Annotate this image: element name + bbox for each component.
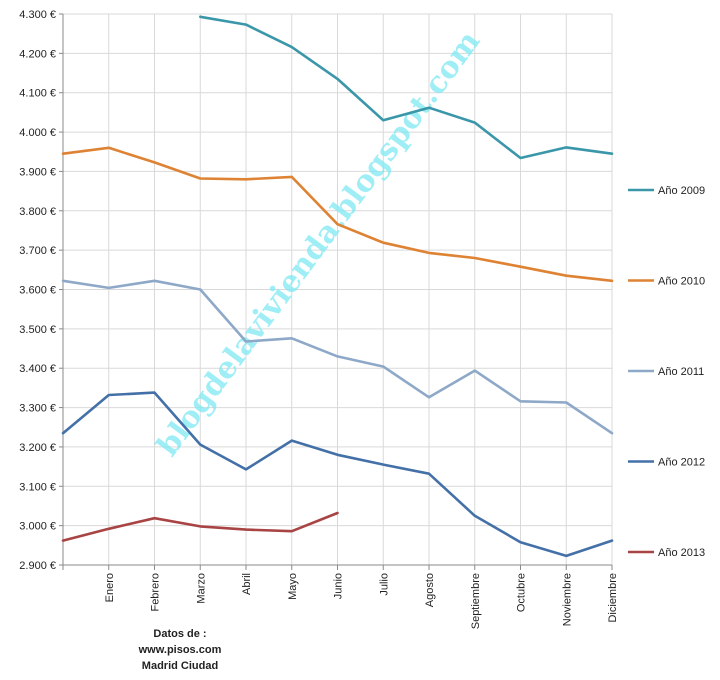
series-lines [61,15,614,558]
y-tick-label: 4.200 € [19,48,56,60]
y-tick-label: 4.300 € [19,9,56,21]
legend-label: Año 2011 [658,366,704,378]
x-tick-label: Noviembre [561,573,573,626]
credit-line-2: www.pisos.com [138,644,222,656]
data-source-credit: Datos de : www.pisos.com Madrid Ciudad [120,626,240,674]
legend-label: Año 2012 [658,457,705,469]
x-tick-label: Agosto [424,573,436,607]
credit-line-1: Datos de : [153,628,207,640]
y-tick-label: 4.000 € [19,127,56,139]
y-tick-label: 3.100 € [19,481,56,493]
gridlines [63,13,613,565]
series-line-año-2013 [61,511,339,542]
legend: Año 2009 Año 2010 Año 2011 Año 2012 Año 2013 [628,185,705,559]
series-line-año-2012 [61,391,614,558]
y-tick-label: 2.900 € [19,560,56,572]
y-tick-label: 3.800 € [19,206,56,218]
x-tick-label: Octubre [516,573,528,612]
legend-label: Año 2013 [658,547,705,559]
credit-line-3: Madrid Ciudad [141,660,219,672]
y-tick-label: 3.700 € [19,245,56,257]
legend-label: Año 2009 [658,185,705,197]
watermark-text: blogdelavivienda.blogspot.com [150,24,487,462]
y-tick-label: 3.300 € [19,403,56,415]
series-line-año-2009 [199,15,614,160]
y-tick-label: 4.100 € [19,88,56,100]
x-tick-label: Febrero [150,573,162,612]
x-tick-label: Junio [333,573,345,599]
watermark: blogdelavivienda.blogspot.com [150,24,487,462]
legend-label: Año 2010 [658,276,705,288]
x-tick-label: Mayo [287,573,299,600]
x-tick-label: Abril [241,573,253,595]
x-tick-label: Julio [378,573,390,596]
y-tick-label: 3.000 € [19,521,56,533]
y-tick-label: 3.900 € [19,166,56,178]
y-tick-label: 3.400 € [19,363,56,375]
x-tick-label: Septiembre [470,573,482,629]
x-tick-label: Marzo [195,573,207,604]
y-tick-label: 3.200 € [19,442,56,454]
x-tick-label: Enero [104,573,116,602]
y-tick-label: 3.600 € [19,285,56,297]
series-line-año-2010 [61,146,614,283]
y-tick-label: 3.500 € [19,324,56,336]
axes: 2.900 € 3.000 € 3.100 € 3.200 € 3.300 € 3.400… [19,9,619,629]
series-line-año-2011 [61,279,614,435]
x-tick-label: Diciembre [607,573,619,623]
